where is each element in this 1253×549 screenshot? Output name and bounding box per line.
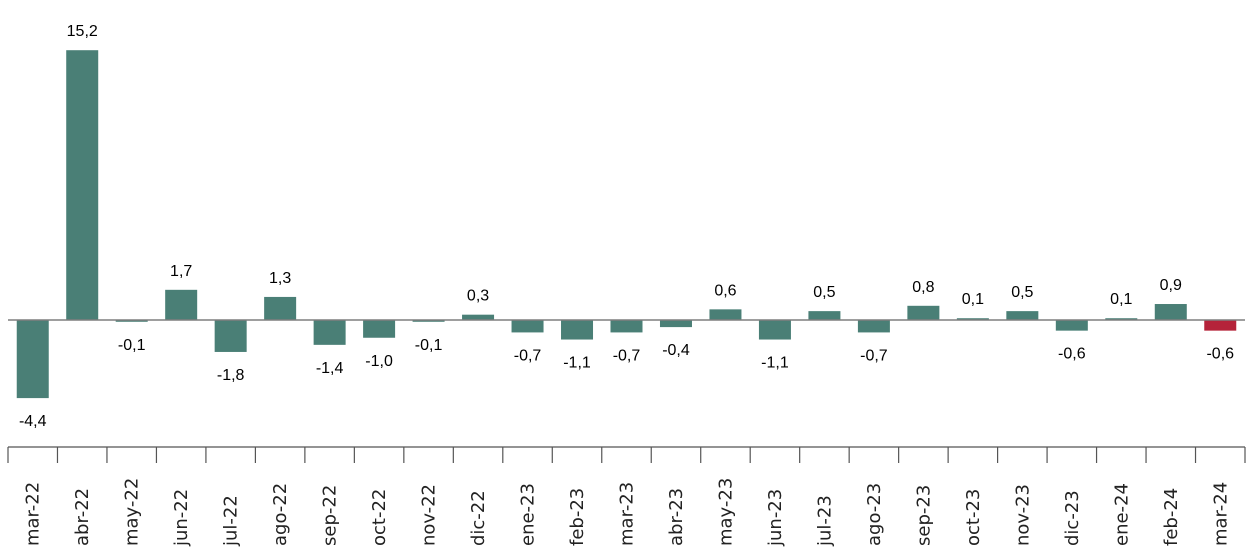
- value-labels-group: -4,4 15,2 -0,1 1,7 -1,8 1,3 -1,4 -1,0 -0,1 0,3 -0,…: [19, 23, 1234, 430]
- bar-feb-23: [561, 320, 594, 340]
- bar-may-23: [709, 309, 742, 320]
- x-tick-label-abr-22: abr-22: [72, 488, 93, 546]
- bar-abr-22: [66, 50, 99, 320]
- bar-nov-23: [1006, 311, 1039, 321]
- bar-sep-22: [313, 320, 346, 345]
- bar-jul-23: [808, 311, 841, 321]
- x-tick-label-ago-23: ago-23: [864, 483, 885, 546]
- bar-jun-22: [165, 289, 198, 320]
- x-tick-label-nov-23: nov-23: [1012, 484, 1033, 546]
- bar-may-22: [115, 320, 148, 322]
- data-label-jun-23: -1,1: [761, 355, 789, 372]
- data-label-ene-23: -0,7: [514, 347, 542, 364]
- data-label-dic-22: 0,3: [467, 288, 489, 305]
- x-tick-label-mar-22: mar-22: [23, 482, 44, 546]
- x-tick-label-ene-23: ene-23: [518, 483, 539, 546]
- data-label-sep-22: -1,4: [316, 360, 344, 377]
- x-tick-label-ene-24: ene-24: [1111, 483, 1132, 546]
- bar-ene-24: [1105, 318, 1138, 321]
- bar-jun-23: [758, 320, 791, 340]
- data-label-jul-23: 0,5: [813, 284, 835, 301]
- data-label-ago-22: 1,3: [269, 270, 291, 287]
- data-label-ago-23: -0,7: [860, 347, 888, 364]
- x-tick-label-jul-22: jul-22: [221, 495, 242, 547]
- x-tick-label-oct-22: oct-22: [369, 489, 390, 546]
- bar-oct-23: [956, 318, 989, 321]
- x-tick-label-jun-22: jun-22: [171, 489, 192, 547]
- data-label-mar-23: -0,7: [613, 347, 641, 364]
- bar-ene-23: [511, 320, 544, 333]
- x-tick-label-abr-23: abr-23: [666, 488, 687, 546]
- x-tick-label-dic-22: dic-22: [468, 490, 489, 546]
- data-label-sep-23: 0,8: [912, 279, 934, 296]
- x-tick-label-ago-22: ago-22: [270, 483, 291, 546]
- bar-ago-22: [264, 296, 297, 320]
- data-label-nov-23: 0,5: [1011, 284, 1033, 301]
- bar-oct-22: [363, 320, 396, 338]
- bar-mar-22: [16, 320, 49, 399]
- x-tick-label-nov-22: nov-22: [419, 484, 440, 546]
- x-tick-label-feb-24: feb-24: [1161, 488, 1182, 546]
- data-label-may-23: 0,6: [714, 282, 736, 299]
- data-label-mar-24: -0,6: [1206, 346, 1234, 363]
- bar-dic-23: [1055, 320, 1088, 331]
- bars-group: [16, 50, 1237, 399]
- bar-mar-23: [610, 320, 643, 333]
- data-label-jul-22: -1,8: [217, 367, 245, 384]
- data-label-abr-22: 15,2: [67, 23, 98, 40]
- x-tick-label-sep-23: sep-23: [913, 485, 934, 546]
- x-tick-label-may-22: may-22: [122, 478, 143, 546]
- x-tick-label-dic-23: dic-23: [1062, 490, 1083, 546]
- x-tick-label-mar-24: mar-24: [1210, 482, 1231, 546]
- data-label-jun-22: 1,7: [170, 263, 192, 280]
- bar-dic-22: [462, 314, 495, 321]
- data-label-dic-23: -0,6: [1058, 346, 1086, 363]
- data-label-feb-24: 0,9: [1160, 277, 1182, 294]
- bar-abr-23: [659, 320, 692, 328]
- data-label-feb-23: -1,1: [563, 355, 591, 372]
- data-label-oct-23: 0,1: [962, 291, 984, 308]
- data-label-abr-23: -0,4: [662, 342, 690, 359]
- x-tick-label-jul-23: jul-23: [814, 495, 835, 547]
- data-label-mar-22: -4,4: [19, 413, 47, 430]
- data-label-oct-22: -1,0: [365, 353, 393, 370]
- x-tick-label-mar-23: mar-23: [617, 482, 638, 546]
- data-label-nov-22: -0,1: [415, 337, 443, 354]
- x-tick-label-sep-22: sep-22: [320, 485, 341, 546]
- bar-feb-24: [1154, 304, 1187, 320]
- x-tick-label-jun-23: jun-23: [765, 489, 786, 547]
- bar-nov-22: [412, 320, 445, 322]
- bar-sep-23: [907, 305, 940, 320]
- bar-mar-24: [1204, 320, 1237, 331]
- x-tick-label-feb-23: feb-23: [567, 488, 588, 546]
- x-tick-label-may-23: may-23: [715, 478, 736, 546]
- bar-ago-23: [857, 320, 890, 333]
- data-label-ene-24: 0,1: [1110, 291, 1132, 308]
- x-tick-label-oct-23: oct-23: [963, 489, 984, 546]
- data-label-may-22: -0,1: [118, 337, 146, 354]
- x-axis: mar-22 abr-22 may-22 jun-22 jul-22 ago-22 sep-…: [7, 319, 1246, 547]
- bar-jul-22: [214, 320, 247, 352]
